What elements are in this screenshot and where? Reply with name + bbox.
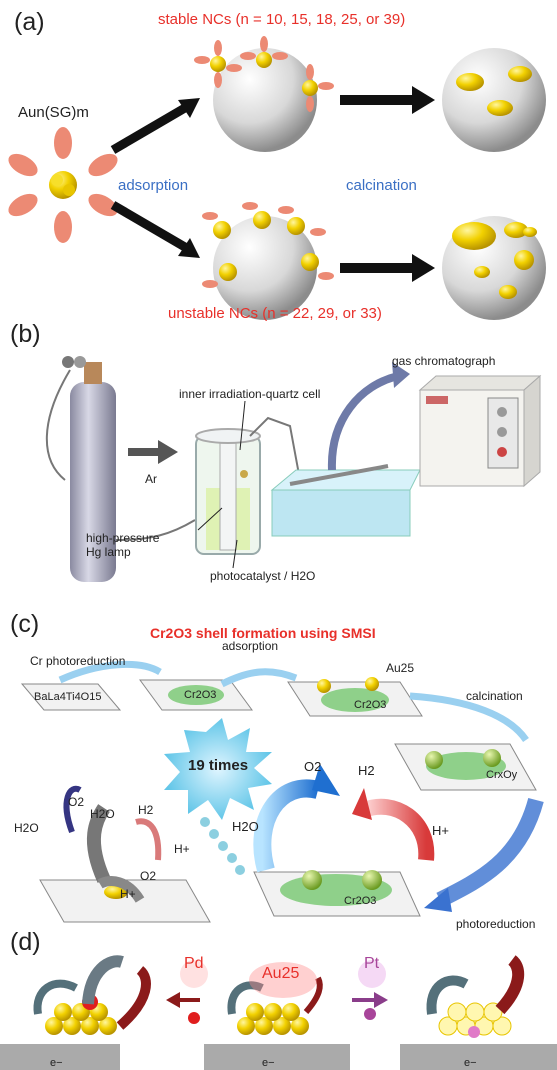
au25-label-c: Au25 — [386, 662, 414, 674]
times-label: 19 times — [188, 758, 248, 773]
adsorption-label-a: adsorption — [118, 178, 188, 193]
o2-label-c: O2 — [304, 760, 321, 773]
photoreduction-label: photoreduction — [456, 918, 535, 930]
panel-b-label: (b) — [10, 322, 41, 347]
crxoy-label: CrxOy — [486, 770, 517, 781]
electron-label-1: e− — [50, 1058, 63, 1069]
lamp-label-2: Hg lamp — [86, 546, 131, 558]
hplus-label-c: H+ — [432, 824, 449, 837]
cr2o3-label-2: Cr2O3 — [354, 700, 386, 711]
electron-label-2: e− — [262, 1058, 275, 1069]
left-h2o-label-a: H2O — [14, 822, 39, 834]
left-hplus-label-a: H+ — [174, 843, 190, 855]
left-o2-label-a: O2 — [68, 796, 84, 808]
left-h2-label: H2 — [138, 804, 153, 816]
pd-label: Pd — [184, 956, 204, 972]
substrate-label: BaLa4Ti4O15 — [34, 692, 101, 703]
ar-label: Ar — [145, 473, 157, 485]
calcination-label-a: calcination — [346, 178, 417, 193]
cell-label: inner irradiation-quartz cell — [179, 388, 320, 400]
panel-c-graphics — [22, 664, 536, 922]
adsorption-label-c: adsorption — [222, 640, 278, 652]
left-h2o-label-b: H2O — [90, 808, 115, 820]
electron-label-3: e− — [464, 1058, 477, 1069]
pt-label: Pt — [364, 956, 379, 972]
panel-c-title: Cr2O3 shell formation using SMSI — [150, 626, 376, 640]
stable-ncs-caption: stable NCs (n = 10, 15, 18, 25, or 39) — [158, 12, 405, 27]
unstable-ncs-caption: unstable NCs (n = 22, 29, or 33) — [168, 306, 382, 321]
lamp-label-1: high-pressure — [86, 532, 159, 544]
gc-label: gas chromatograph — [392, 355, 495, 367]
calcination-label-c: calcination — [466, 690, 523, 702]
au25-label-d: Au25 — [262, 966, 299, 982]
photocatalyst-label: photocatalyst / H2O — [210, 570, 315, 582]
h2o-label-c: H2O — [232, 820, 259, 833]
left-hplus-label-b: H+ — [120, 888, 136, 900]
panel-c-label: (c) — [10, 612, 39, 637]
aunsg-formula: Aun(SG)m — [18, 105, 89, 120]
panel-a-label: (a) — [14, 10, 45, 35]
cr2o3-label-1: Cr2O3 — [184, 690, 216, 701]
cr-photoreduction-label: Cr photoreduction — [30, 655, 125, 667]
h2-label-c: H2 — [358, 764, 375, 777]
aunsg-cluster — [5, 127, 122, 243]
left-o2-label-b: O2 — [140, 870, 156, 882]
cr2o3-label-3: Cr2O3 — [344, 896, 376, 907]
panel-a-graphics — [5, 36, 546, 320]
panel-d-label: (d) — [10, 930, 41, 955]
